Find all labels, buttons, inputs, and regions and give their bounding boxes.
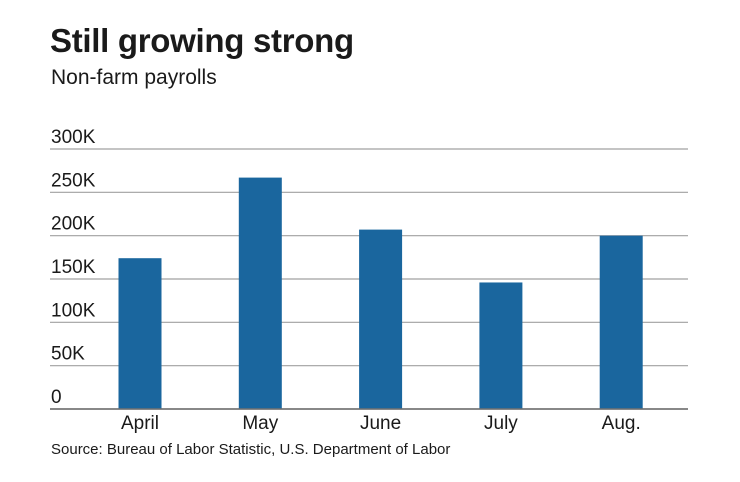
x-tick-label: June [360, 413, 401, 434]
y-tick-label: 300K [51, 127, 96, 148]
y-tick-label: 200K [51, 214, 96, 235]
y-tick-label: 50K [51, 344, 85, 365]
source-note: Source: Bureau of Labor Statistic, U.S. … [51, 441, 451, 458]
bar-june [359, 229, 403, 409]
x-tick-label: July [484, 413, 518, 434]
y-tick-label: 150K [51, 257, 96, 278]
bar-may [238, 177, 282, 409]
y-tick-label: 250K [51, 170, 96, 191]
x-tick-label: May [242, 413, 278, 434]
bar-aug [599, 235, 643, 409]
x-tick-label: April [121, 413, 159, 434]
y-tick-label: 100K [51, 300, 96, 321]
y-tick-label: 0 [51, 387, 62, 408]
chart-subtitle: Non-farm payrolls [51, 66, 217, 89]
chart-title: Still growing strong [50, 22, 354, 59]
x-tick-label: Aug. [602, 413, 641, 434]
bar-april [118, 258, 162, 409]
bar-july [479, 282, 523, 409]
